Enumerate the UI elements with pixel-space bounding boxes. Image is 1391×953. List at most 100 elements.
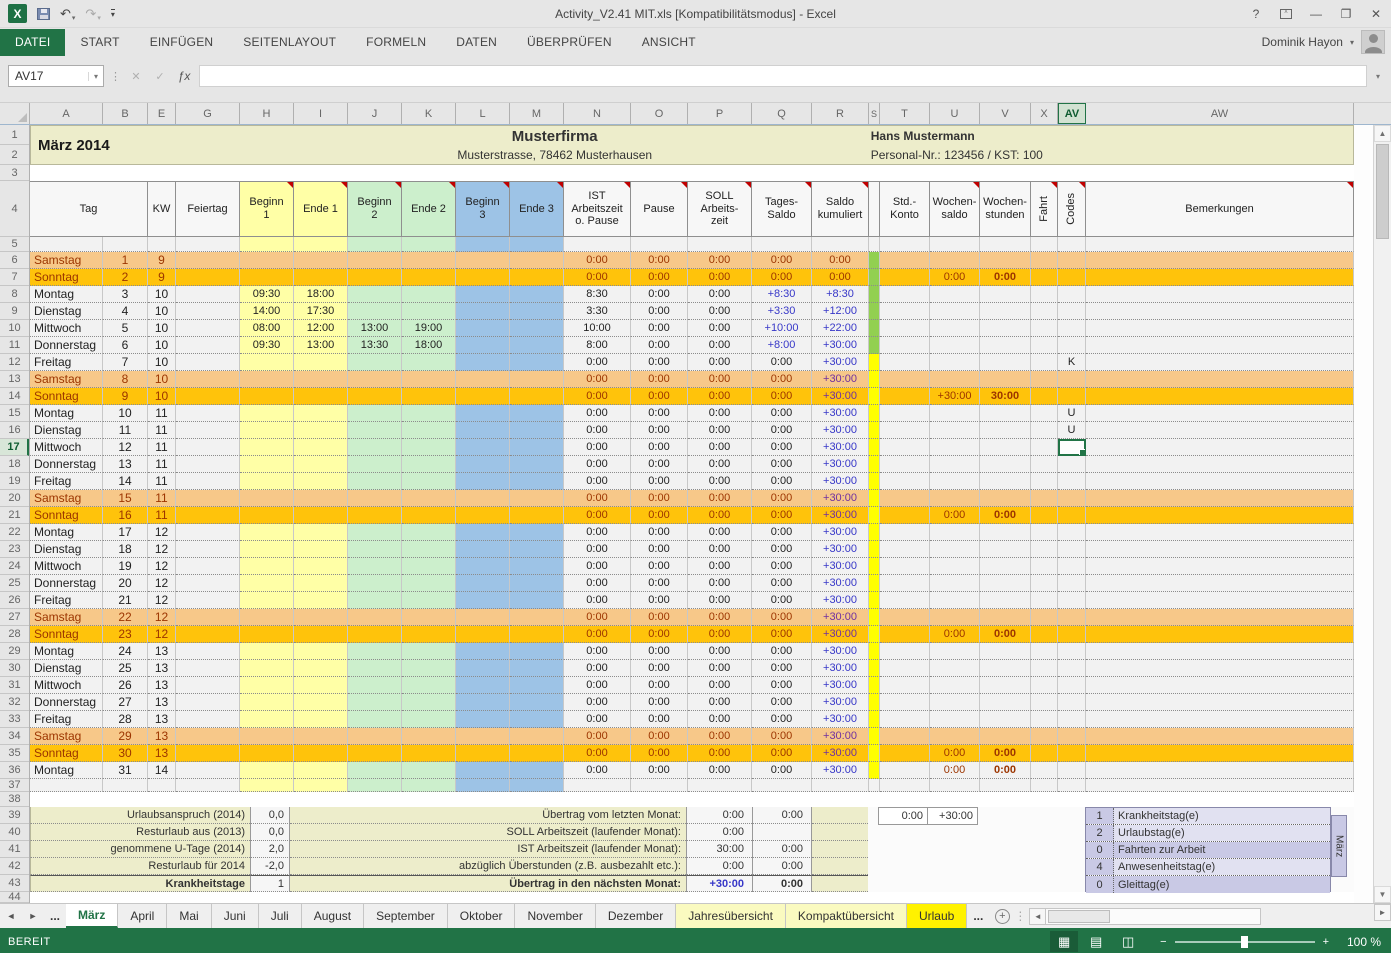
- cell-AW11[interactable]: [1086, 337, 1354, 354]
- cell-I18[interactable]: [294, 456, 348, 473]
- row-header-24[interactable]: 24: [0, 558, 29, 575]
- sheet-tab-august[interactable]: August: [302, 904, 365, 928]
- cell-I17[interactable]: [294, 439, 348, 456]
- cell-E37[interactable]: [148, 779, 176, 792]
- cell-H17[interactable]: [240, 439, 294, 456]
- cell-E14[interactable]: 10: [148, 388, 176, 405]
- cell-G12[interactable]: [176, 354, 240, 371]
- cell-M33[interactable]: [510, 711, 564, 728]
- cell-G35[interactable]: [176, 745, 240, 762]
- cell-J11[interactable]: 13:30: [348, 337, 402, 354]
- cell-L20[interactable]: [456, 490, 510, 507]
- cell-M21[interactable]: [510, 507, 564, 524]
- cell-X10[interactable]: [1031, 320, 1058, 337]
- sheet-tab-kompaktübersicht[interactable]: Kompaktübersicht: [785, 904, 907, 928]
- cell-J37[interactable]: [348, 779, 402, 792]
- cell-T19[interactable]: [880, 473, 930, 490]
- cell-L33[interactable]: [456, 711, 510, 728]
- cell-V34[interactable]: [980, 728, 1031, 745]
- cell-U11[interactable]: [930, 337, 980, 354]
- cell-P33[interactable]: 0:00: [688, 711, 752, 728]
- cell-L14[interactable]: [456, 388, 510, 405]
- cell-M18[interactable]: [510, 456, 564, 473]
- cell-J25[interactable]: [348, 575, 402, 592]
- cell-H31[interactable]: [240, 677, 294, 694]
- cell-U37[interactable]: [930, 779, 980, 792]
- cell-N17[interactable]: 0:00: [564, 439, 631, 456]
- cell-A13[interactable]: Samstag: [30, 371, 103, 388]
- cell-X16[interactable]: [1031, 422, 1058, 439]
- cell-N34[interactable]: 0:00: [564, 728, 631, 745]
- cell-S5[interactable]: [869, 237, 880, 252]
- row-header-36[interactable]: 36: [0, 762, 29, 779]
- cell-E36[interactable]: 14: [148, 762, 176, 779]
- cell-T5[interactable]: [880, 237, 930, 252]
- cell-J15[interactable]: [348, 405, 402, 422]
- cell-S13[interactable]: [869, 371, 880, 388]
- cell-Q28[interactable]: 0:00: [752, 626, 812, 643]
- cell-N30[interactable]: 0:00: [564, 660, 631, 677]
- cell-A17[interactable]: Mittwoch: [30, 439, 103, 456]
- cell-J13[interactable]: [348, 371, 402, 388]
- row-header-44[interactable]: 44: [0, 891, 29, 903]
- cell-V18[interactable]: [980, 456, 1031, 473]
- cell-O11[interactable]: 0:00: [631, 337, 688, 354]
- cell-R37[interactable]: [812, 779, 869, 792]
- cell-R10[interactable]: +22:00: [812, 320, 869, 337]
- cell-S20[interactable]: [869, 490, 880, 507]
- cell-E35[interactable]: 13: [148, 745, 176, 762]
- cell-V30[interactable]: [980, 660, 1031, 677]
- cell-J36[interactable]: [348, 762, 402, 779]
- cell-A34[interactable]: Samstag: [30, 728, 103, 745]
- cell-X28[interactable]: [1031, 626, 1058, 643]
- cell-AV9[interactable]: [1058, 303, 1086, 320]
- cell-Q26[interactable]: 0:00: [752, 592, 812, 609]
- cell-O30[interactable]: 0:00: [631, 660, 688, 677]
- cell-V13[interactable]: [980, 371, 1031, 388]
- cell-L28[interactable]: [456, 626, 510, 643]
- header-cell-14[interactable]: [869, 181, 880, 237]
- cell-S33[interactable]: [869, 711, 880, 728]
- cell-A21[interactable]: Sonntag: [30, 507, 103, 524]
- row-header-40[interactable]: 40: [0, 824, 29, 841]
- header-cell-6[interactable]: Ende 2: [402, 181, 456, 237]
- cell-X19[interactable]: [1031, 473, 1058, 490]
- summary-left-value[interactable]: 0,0: [250, 807, 290, 824]
- cell-T32[interactable]: [880, 694, 930, 711]
- cell-G23[interactable]: [176, 541, 240, 558]
- row-header-10[interactable]: 10: [0, 320, 29, 337]
- cell-K33[interactable]: [402, 711, 456, 728]
- cell-J14[interactable]: [348, 388, 402, 405]
- cell-N20[interactable]: 0:00: [564, 490, 631, 507]
- cell-Q24[interactable]: 0:00: [752, 558, 812, 575]
- column-header-I[interactable]: I: [294, 103, 348, 124]
- cell-V21[interactable]: 0:00: [980, 507, 1031, 524]
- cell-E27[interactable]: 12: [148, 609, 176, 626]
- cell-M35[interactable]: [510, 745, 564, 762]
- cell-AV24[interactable]: [1058, 558, 1086, 575]
- cell-V36[interactable]: 0:00: [980, 762, 1031, 779]
- cell-N27[interactable]: 0:00: [564, 609, 631, 626]
- cell-H14[interactable]: [240, 388, 294, 405]
- cell-S37[interactable]: [869, 779, 880, 792]
- cell-M30[interactable]: [510, 660, 564, 677]
- normal-view-icon[interactable]: ▦: [1050, 931, 1079, 952]
- sheet-overflow-left[interactable]: ...: [49, 909, 60, 923]
- cell-AV37[interactable]: [1058, 779, 1086, 792]
- cell-R20[interactable]: +30:00: [812, 490, 869, 507]
- cell-I22[interactable]: [294, 524, 348, 541]
- cell-E7[interactable]: 9: [148, 269, 176, 286]
- cell-E20[interactable]: 11: [148, 490, 176, 507]
- cell-L30[interactable]: [456, 660, 510, 677]
- cell-O22[interactable]: 0:00: [631, 524, 688, 541]
- header-cell-13[interactable]: Saldo kumuliert: [812, 181, 869, 237]
- cell-V16[interactable]: [980, 422, 1031, 439]
- cell-X18[interactable]: [1031, 456, 1058, 473]
- cell-X34[interactable]: [1031, 728, 1058, 745]
- cell-V31[interactable]: [980, 677, 1031, 694]
- cell-A11[interactable]: Donnerstag: [30, 337, 103, 354]
- cell-O12[interactable]: 0:00: [631, 354, 688, 371]
- cell-H25[interactable]: [240, 575, 294, 592]
- cell-P30[interactable]: 0:00: [688, 660, 752, 677]
- cell-K9[interactable]: [402, 303, 456, 320]
